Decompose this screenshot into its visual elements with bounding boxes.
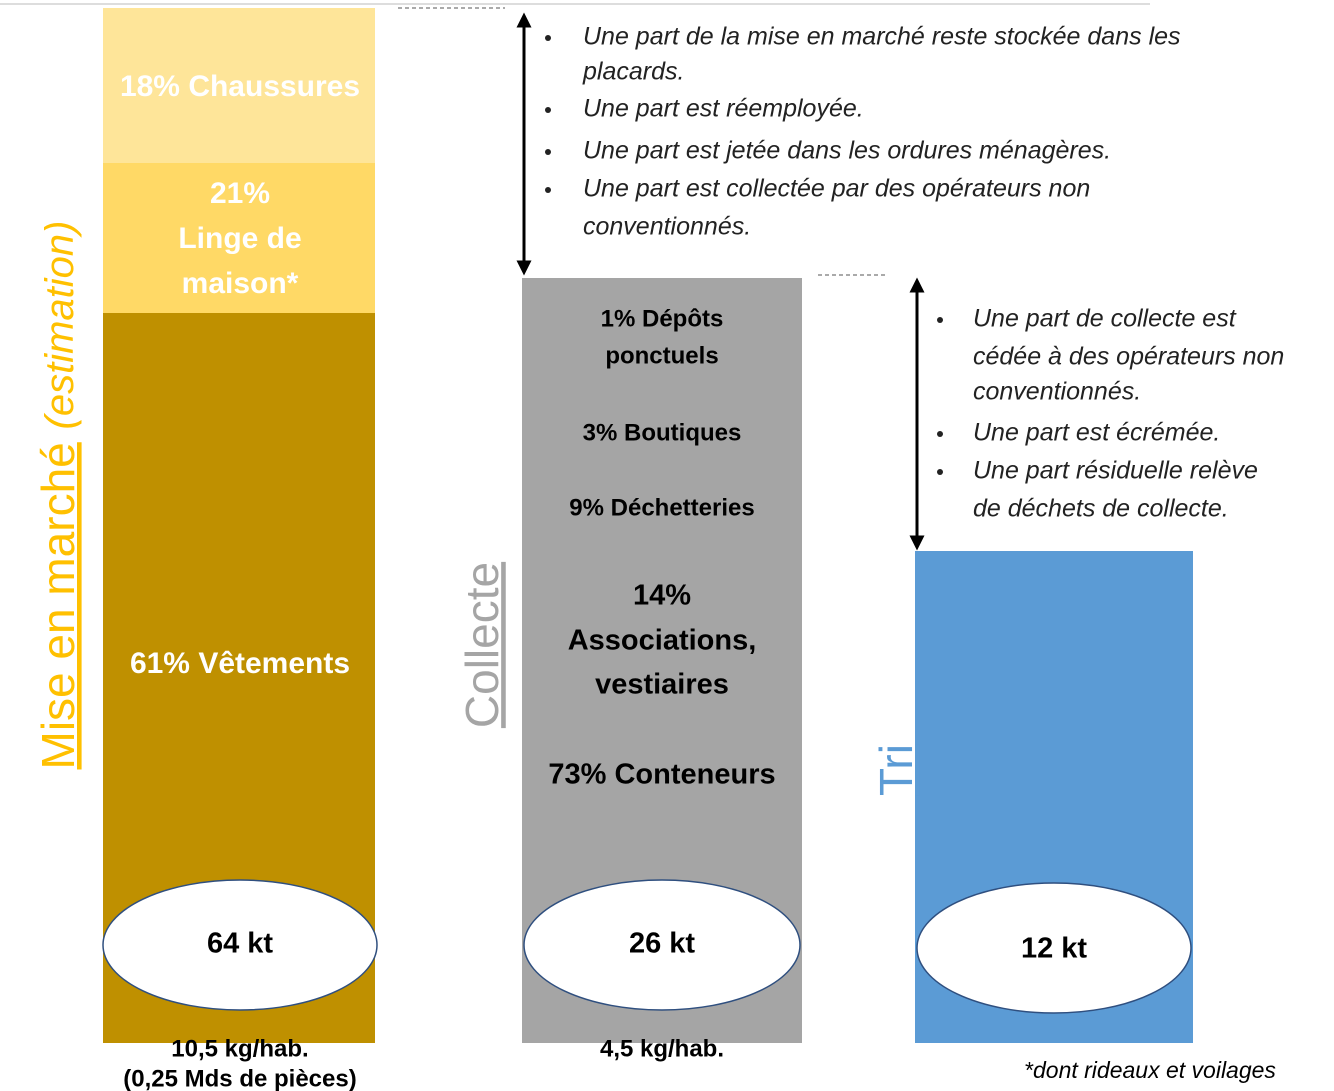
title-main: Mise en marché: [32, 442, 84, 769]
bullet: [937, 469, 943, 475]
note-line: Une part est jetée dans les ordures ména…: [583, 137, 1111, 165]
segment: [103, 8, 375, 163]
bullet: [545, 187, 551, 193]
note-line: Une part est réemployée.: [583, 95, 864, 123]
total-ellipse: [523, 879, 801, 1011]
bullet: [545, 107, 551, 113]
segment-label: Associations,: [568, 625, 757, 657]
total-ellipse: [102, 879, 378, 1011]
column-title: Tri: [870, 744, 922, 796]
title-sub: (estimation): [38, 221, 82, 430]
note-line: Une part est collectée par des opérateur…: [583, 175, 1090, 203]
segment-label: maison*: [182, 267, 299, 300]
total: 26 kt: [629, 928, 695, 960]
bullet: [545, 35, 551, 41]
note-line: Une part de la mise en marché reste stoc…: [583, 23, 1181, 51]
note-line: Une part résiduelle relève: [973, 457, 1258, 485]
segment-label: 9% Déchetteries: [569, 494, 754, 521]
note-line: de déchets de collecte.: [973, 495, 1229, 523]
segment-label: 1% Dépôts: [601, 305, 724, 332]
segment-label: Linge de: [178, 222, 301, 255]
total-ellipse: [916, 882, 1192, 1014]
note-line: conventionnés.: [583, 213, 751, 241]
note-line: Une part de collecte est: [973, 305, 1237, 333]
column-title: Collecte: [456, 562, 508, 728]
per-capita: (0,25 Mds de pièces): [123, 1065, 356, 1091]
segment-label: 18% Chaussures: [120, 70, 360, 103]
segment: [103, 163, 375, 313]
segment-label: ponctuels: [605, 342, 718, 369]
per-capita: 4,5 kg/hab.: [600, 1035, 724, 1062]
segment-label: 14%: [633, 580, 691, 612]
total: 64 kt: [207, 928, 273, 960]
total: 12 kt: [1021, 933, 1087, 965]
note-line: cédée à des opérateurs non: [973, 343, 1284, 371]
note-line: Une part est écrémée.: [973, 419, 1220, 447]
segment-label: 61% Vêtements: [130, 647, 350, 680]
bullet: [937, 431, 943, 437]
segment-label: vestiaires: [595, 669, 729, 701]
column-title: Mise en marché (estimation): [32, 221, 84, 770]
per-capita: 10,5 kg/hab.: [171, 1035, 308, 1062]
bullet: [545, 149, 551, 155]
note-line: conventionnés.: [973, 378, 1141, 406]
footnote: *dont rideaux et voilages: [1024, 1057, 1276, 1083]
note-line: placards.: [582, 58, 684, 86]
bullet: [937, 317, 943, 323]
segment-label: 21%: [210, 177, 270, 210]
segment-label: 3% Boutiques: [583, 419, 742, 446]
segment-label: 73% Conteneurs: [548, 759, 775, 791]
